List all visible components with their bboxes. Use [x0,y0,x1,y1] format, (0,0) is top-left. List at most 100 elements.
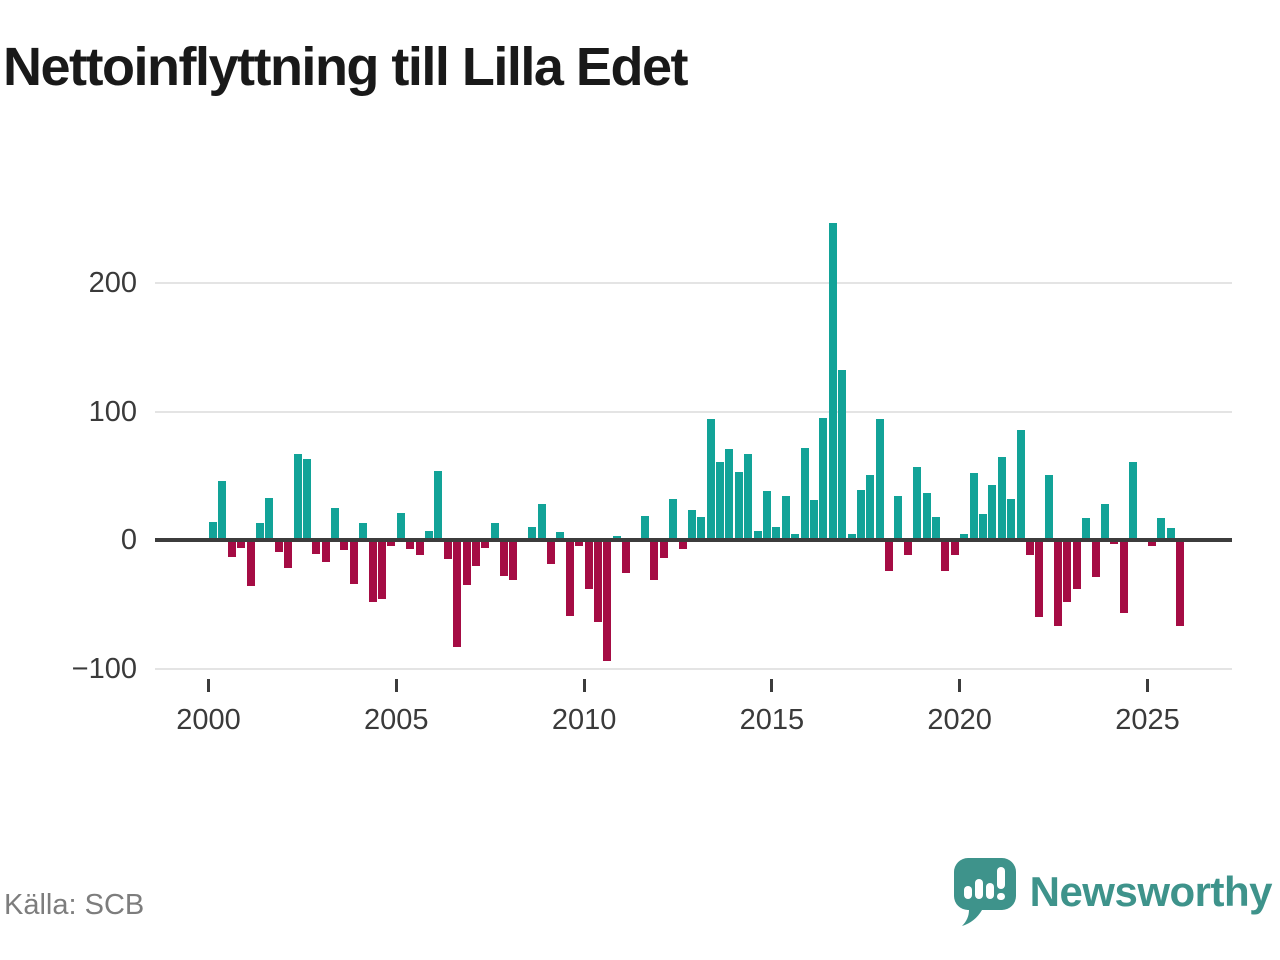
bar [490,523,499,540]
y-tick-label: 100 [88,395,137,428]
bar [1054,540,1063,627]
bar [293,453,302,540]
gridline-y-200 [155,282,1232,284]
newsworthy-logo-icon [953,858,1016,926]
bar [359,523,368,540]
bar [725,448,734,540]
bar [584,540,593,589]
bar [312,540,321,555]
bar [415,540,424,556]
bar [950,540,959,556]
x-tick-label: 2025 [1115,704,1180,736]
bar [1119,540,1128,614]
bar [321,540,330,562]
bar [246,540,255,587]
bar [866,474,875,540]
bar [1091,540,1100,578]
bar [978,514,987,540]
bar [1035,540,1044,618]
bar [734,471,743,540]
bar [1129,461,1138,540]
bar [856,489,865,540]
y-tick-label: −100 [71,652,137,685]
x-tick [770,679,774,692]
bar [1176,540,1185,627]
bar [669,498,678,540]
bar [1101,504,1110,540]
bar [969,473,978,540]
bar [471,540,480,566]
x-tick [958,679,962,692]
bar [640,515,649,540]
bar [791,533,800,540]
gridline-y-100 [155,410,1232,413]
bar [800,447,809,540]
bar [237,540,246,548]
bar [509,540,518,580]
bar [349,540,358,584]
bar [706,419,715,540]
newsworthy-logo: Newsworthy [953,858,1273,926]
gridline-y--100 [155,667,1232,670]
bar [481,540,490,548]
bar [378,540,387,600]
bar [1157,518,1166,540]
bar [913,466,922,540]
bar [997,456,1006,540]
bar [537,504,546,540]
bar [922,492,931,540]
bar [274,540,283,552]
bar [838,370,847,540]
bar [885,540,894,571]
bar [903,540,912,556]
bar [1025,540,1034,556]
bar [387,540,396,547]
bar [960,533,969,540]
y-tick-label: 200 [88,267,137,299]
bar [622,540,631,574]
bar [453,540,462,647]
bar [209,522,217,540]
newsworthy-wordmark: Newsworthy [1029,868,1273,915]
bar [593,540,602,623]
bar [847,533,856,540]
bar [894,496,903,540]
x-tick-label: 2000 [176,704,241,736]
bar [753,531,762,540]
x-tick-label: 2010 [551,704,617,736]
bar [368,540,377,602]
bar [406,540,415,549]
bar [500,540,509,576]
zero-axis-line [155,538,1232,542]
bar [932,516,941,540]
bar [302,459,311,540]
bar [434,470,443,540]
bar [565,540,574,616]
bar [575,540,584,547]
bar [284,540,293,569]
bar [547,540,556,565]
source-label: Källa: SCB [4,889,145,921]
bar [697,516,706,540]
bar [331,507,340,540]
bar [1016,429,1025,540]
bar [781,496,790,540]
x-tick [582,679,586,692]
bar [772,527,781,540]
x-tick [394,679,398,692]
bar [1063,540,1072,602]
bar [809,500,818,540]
y-tick-label: 0 [120,524,137,556]
bar [443,540,452,560]
bar [1044,474,1053,540]
bar [227,540,236,557]
bar [218,480,227,540]
x-tick-label: 2020 [927,704,992,736]
bar [988,484,997,540]
x-tick [207,679,210,692]
bar [819,417,828,540]
bar [1007,498,1016,540]
bar [1148,540,1156,547]
bar [396,513,405,540]
